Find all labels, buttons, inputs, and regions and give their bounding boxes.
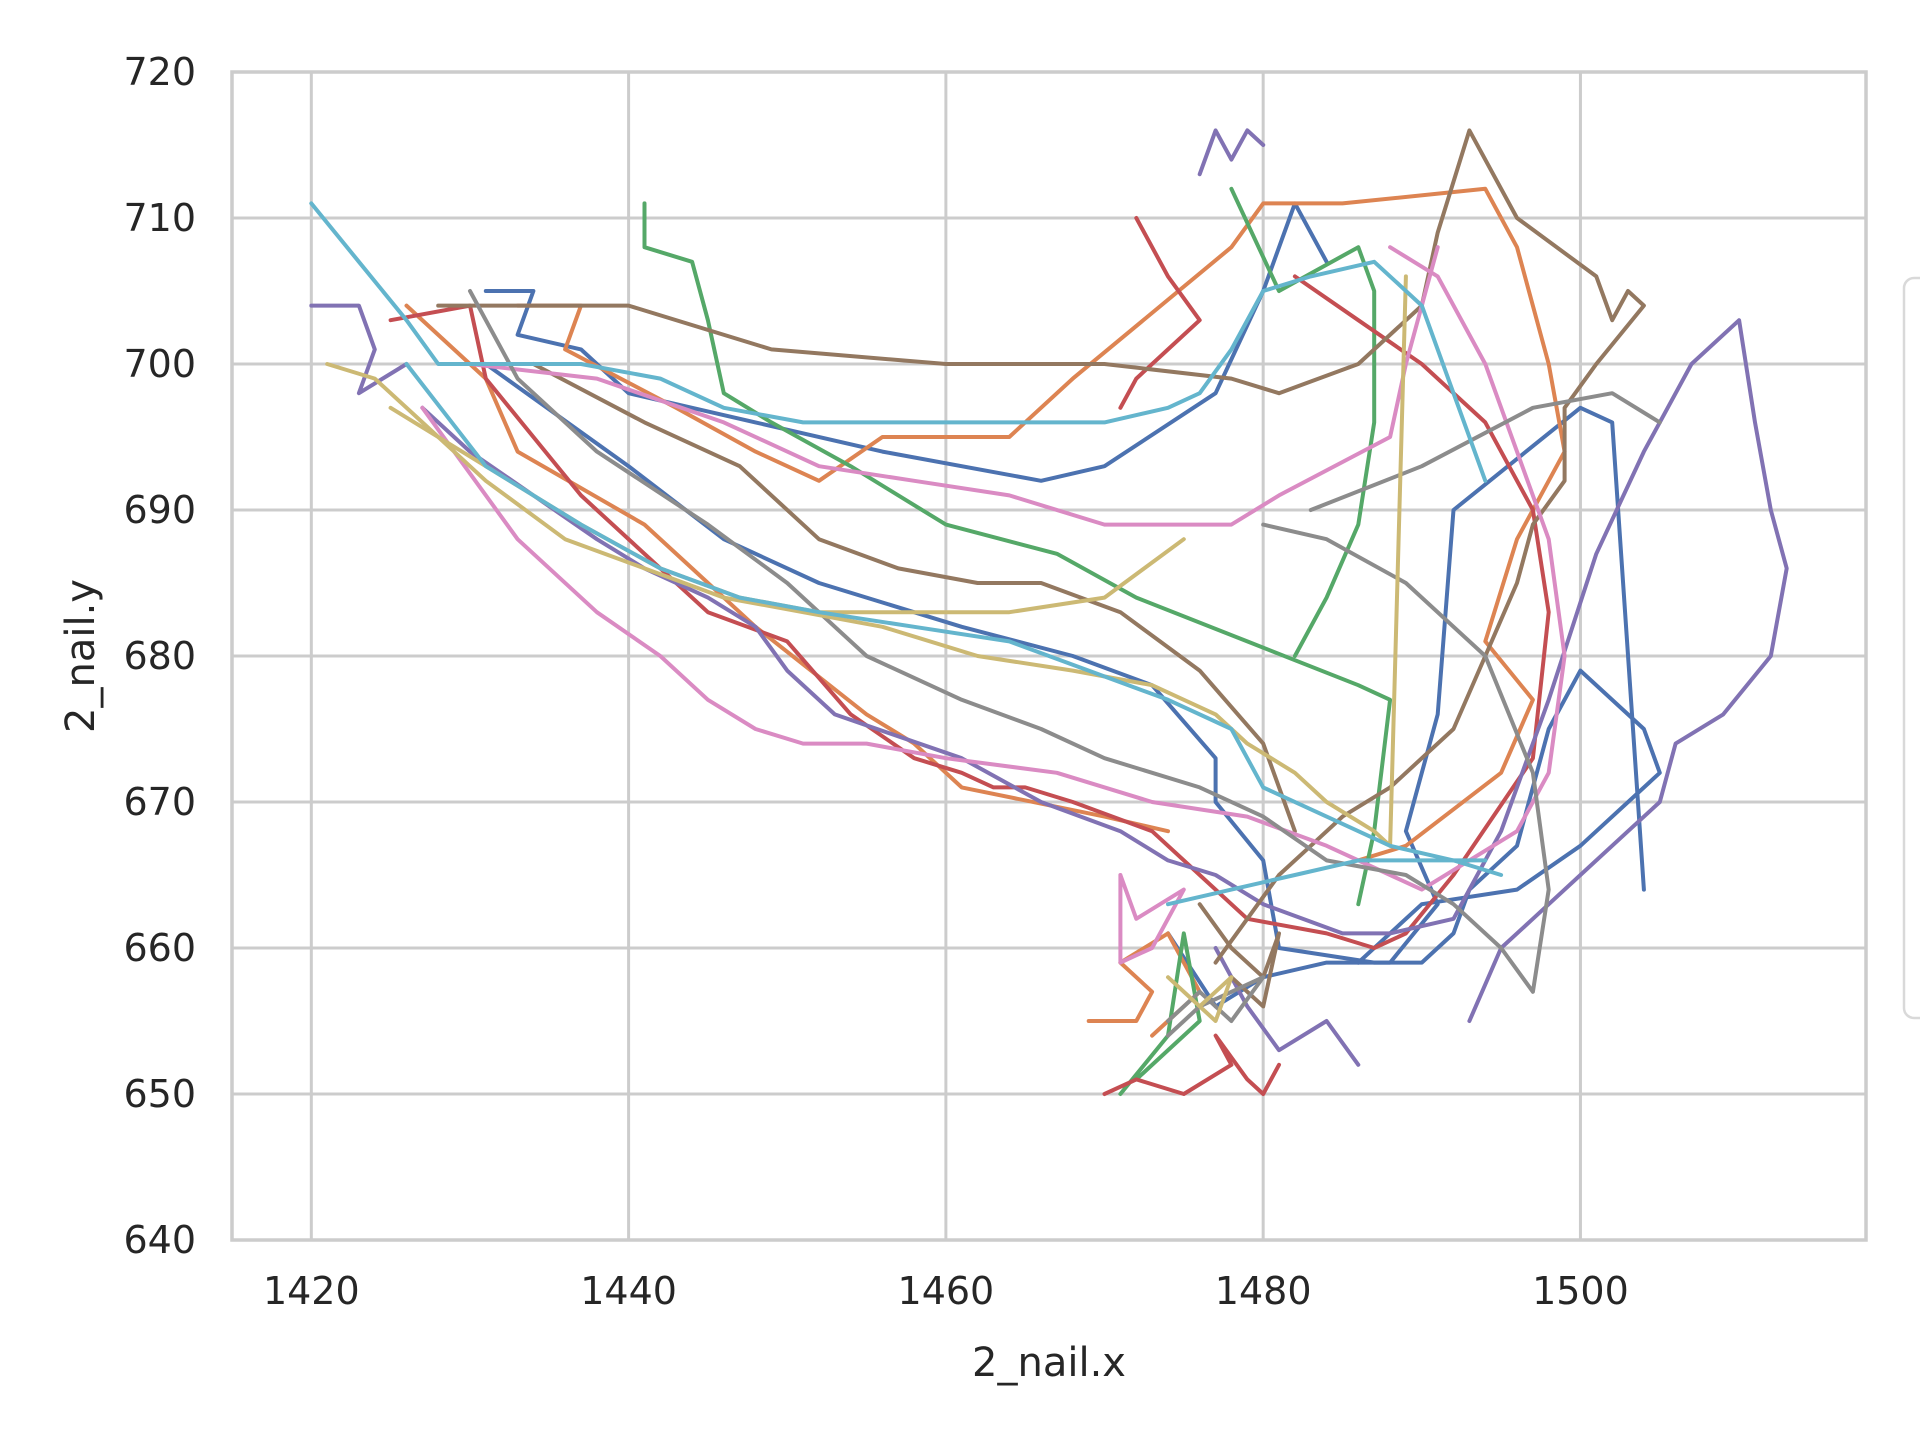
y-axis-label: 2_nail.y [58,579,104,733]
series-line-12 [1120,218,1199,408]
y-tick-label: 680 [123,634,196,678]
series-line-29 [311,203,1485,480]
y-tick-label: 700 [123,342,196,386]
series-line-21 [470,247,1438,524]
x-tick-label: 1500 [1532,1269,1629,1313]
series-line-1 [486,203,1327,480]
series-line-15 [1200,130,1264,174]
x-tick-label: 1440 [580,1269,677,1313]
series-line-18 [533,364,1295,831]
series-line-4 [518,189,1565,861]
legend-box [1904,278,1920,1018]
series-line-31 [1168,860,1485,904]
series-line-26 [327,276,1406,845]
x-axis-label: 2_nail.x [972,1340,1126,1386]
series-line-8 [1231,189,1374,656]
series-line-11 [1105,1036,1280,1094]
series-line-30 [407,364,1502,875]
y-tick-label: 710 [123,196,196,240]
y-tick-label: 670 [123,780,196,824]
y-tick-label: 650 [123,1072,196,1116]
y-tick-label: 640 [123,1218,196,1262]
tick-labels: 1420 1440 1460 1480 1500 640 650 660 670 680 690 70… [123,50,1628,1313]
x-tick-label: 1480 [1215,1269,1312,1313]
x-tick-label: 1420 [263,1269,360,1313]
y-tick-label: 720 [123,50,196,94]
x-tick-label: 1460 [898,1269,995,1313]
y-tick-label: 690 [123,488,196,532]
y-tick-label: 660 [123,926,196,970]
series-line-16 [1216,948,1359,1065]
